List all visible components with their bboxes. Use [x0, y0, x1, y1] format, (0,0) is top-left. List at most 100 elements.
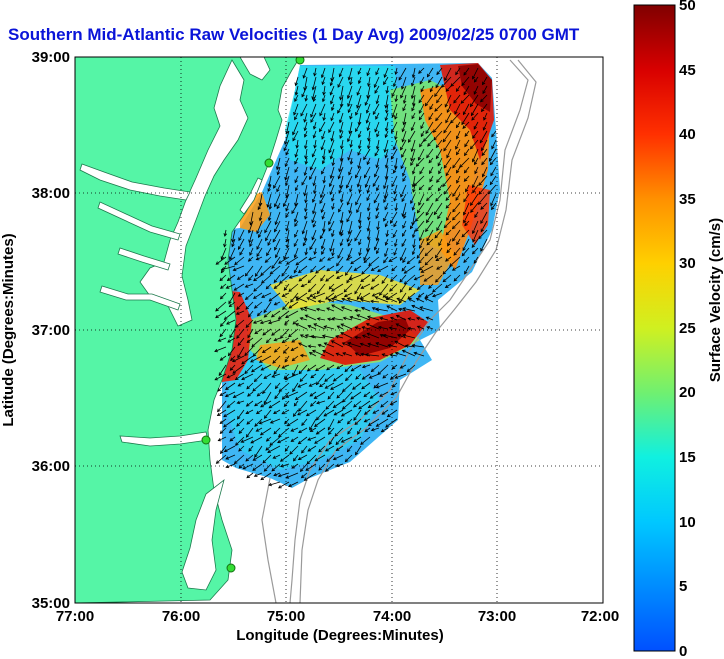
velocity-arrowhead: [292, 321, 297, 325]
velocity-arrowhead: [232, 370, 237, 374]
velocity-arrow: [424, 256, 434, 266]
velocity-arrowhead: [312, 126, 317, 130]
velocity-arrow: [346, 211, 353, 222]
velocity-arrow: [347, 298, 362, 303]
velocity-arrowhead: [247, 258, 252, 262]
velocity-arrow: [401, 193, 407, 202]
velocity-arrow: [250, 436, 263, 444]
velocity-arrowhead: [339, 129, 343, 134]
velocity-arrow: [370, 283, 380, 290]
velocity-arrowhead: [383, 81, 387, 86]
velocity-arrow: [361, 353, 371, 357]
velocity-arrowhead: [315, 307, 320, 312]
velocity-arrowhead: [300, 112, 304, 117]
velocity-arrowhead: [238, 237, 242, 242]
velocity-arrowhead: [471, 244, 476, 248]
velocity-arrowhead: [254, 453, 258, 458]
velocity-arrowhead: [241, 361, 245, 365]
velocity-arrow: [302, 220, 308, 234]
velocity-arrow: [286, 256, 299, 265]
velocity-arrowhead: [285, 194, 289, 199]
velocity-arrowhead: [384, 206, 388, 211]
velocity-arrowhead: [375, 215, 379, 220]
velocity-arrowhead: [291, 210, 295, 215]
velocity-arrow: [286, 184, 290, 198]
velocity-arrow: [390, 400, 398, 405]
velocity-arrow: [405, 345, 416, 348]
velocity-arrow: [435, 148, 443, 159]
velocity-arrow: [400, 247, 407, 261]
velocity-arrow: [255, 265, 263, 277]
velocity-arrowhead: [312, 98, 316, 102]
velocity-arrowhead: [491, 145, 495, 150]
velocity-arrowhead: [273, 430, 278, 435]
velocity-arrowhead: [472, 189, 476, 194]
velocity-arrow: [309, 352, 317, 357]
velocity-arrow: [220, 355, 227, 361]
velocity-arrowhead: [282, 306, 286, 311]
velocity-arrowhead: [474, 161, 478, 166]
velocity-arrow: [295, 296, 308, 303]
velocity-arrowhead: [306, 368, 311, 372]
velocity-arrowhead: [281, 339, 286, 344]
velocity-arrowhead: [384, 127, 389, 132]
velocity-arrowhead: [272, 360, 276, 364]
velocity-arrowhead: [300, 474, 305, 479]
velocity-arrow: [428, 283, 434, 289]
velocity-arrow: [366, 323, 380, 330]
velocity-arrowhead: [391, 183, 395, 188]
velocity-arrowhead: [420, 269, 425, 273]
velocity-arrowhead: [381, 353, 386, 357]
velocity-arrow: [438, 166, 443, 174]
velocity-arrow: [316, 283, 326, 294]
velocity-arrow: [220, 319, 227, 327]
velocity-arrow: [232, 364, 245, 374]
velocity-arrowhead: [411, 234, 416, 239]
velocity-arrow: [470, 139, 479, 149]
velocity-arrowhead: [311, 219, 315, 224]
velocity-arrowhead: [363, 419, 368, 423]
velocity-arrowhead: [411, 82, 415, 87]
velocity-arrow: [358, 139, 362, 149]
velocity-arrowhead: [461, 233, 466, 238]
velocity-arrow: [464, 139, 470, 147]
velocity-arrowhead: [245, 306, 250, 310]
velocity-arrowhead: [385, 90, 390, 94]
velocity-arrow: [273, 427, 281, 435]
velocity-arrow: [300, 354, 308, 357]
velocity-arrow: [268, 175, 272, 187]
velocity-arrow: [259, 418, 272, 424]
velocity-arrow: [339, 67, 344, 77]
velocity-arrow: [435, 193, 443, 202]
velocity-arrowhead: [294, 202, 298, 207]
velocity-arrowhead: [313, 72, 317, 77]
velocity-arrowhead: [402, 333, 406, 338]
velocity-arrowhead: [298, 429, 302, 433]
velocity-arrowhead: [220, 269, 225, 274]
velocity-arrowhead: [266, 252, 270, 257]
velocity-arrowhead: [330, 297, 335, 301]
velocity-arrow: [268, 481, 281, 486]
velocity-arrow: [242, 463, 254, 470]
velocity-arrowhead: [418, 202, 422, 206]
velocity-arrowhead: [434, 254, 439, 259]
velocity-arrow: [337, 325, 344, 330]
velocity-arrow: [321, 247, 326, 255]
albemarle-sound: [119, 431, 209, 447]
velocity-arrowhead: [395, 323, 400, 327]
velocity-arrowhead: [363, 156, 367, 161]
velocity-arrow: [443, 121, 452, 134]
velocity-arrow: [383, 175, 389, 189]
velocity-arrow: [472, 247, 479, 255]
velocity-arrowhead: [436, 266, 440, 270]
velocity-arrow: [365, 175, 371, 188]
velocity-arrowhead: [470, 209, 474, 213]
velocity-arrowhead: [236, 423, 240, 427]
velocity-arrowhead: [366, 236, 371, 241]
velocity-arrow: [445, 85, 452, 92]
velocity-arrow: [278, 481, 290, 489]
velocity-arrow: [319, 382, 326, 388]
velocity-arrowhead: [375, 385, 380, 389]
velocity-arrowhead: [343, 293, 348, 298]
velocity-arrowhead: [340, 323, 345, 327]
